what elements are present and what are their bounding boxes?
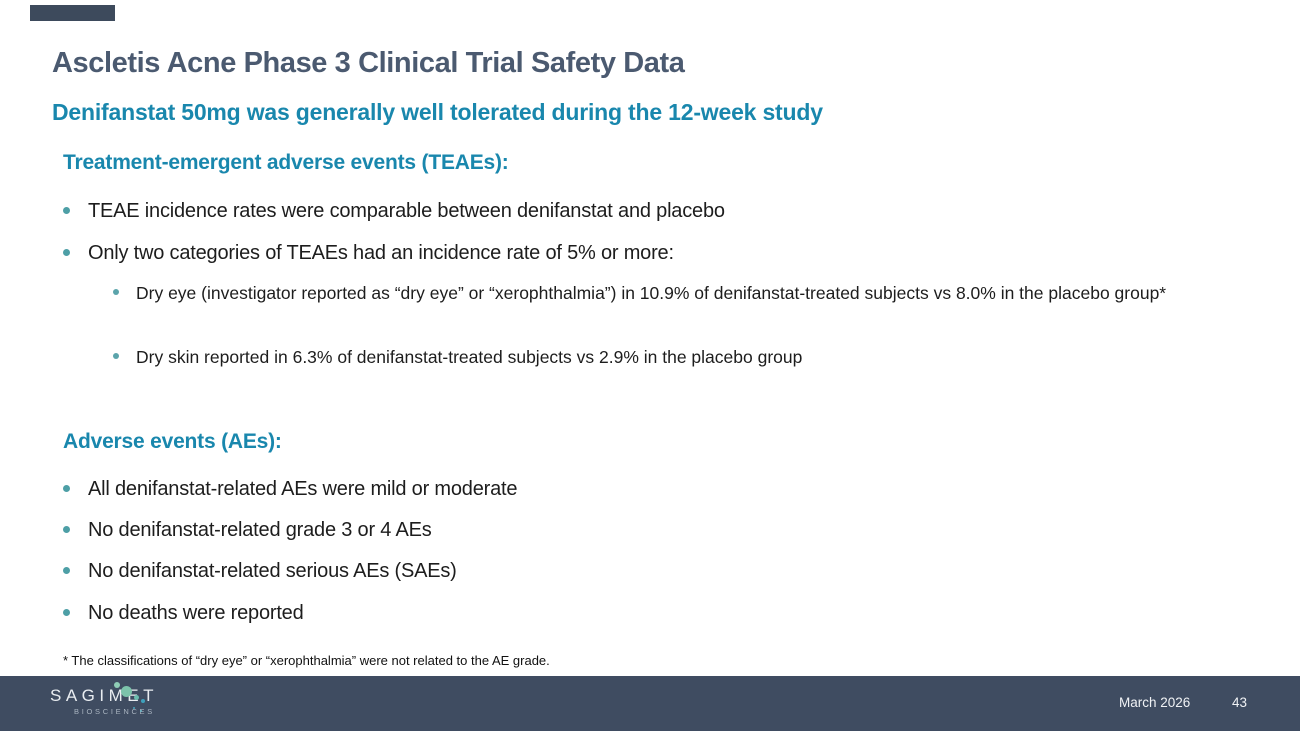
section-heading-ae: Adverse events (AEs): [63,430,282,453]
bullet-text: No denifanstat-related grade 3 or 4 AEs [88,519,432,541]
bullet-text: Only two categories of TEAEs had an inci… [88,242,674,264]
bullet-item: All denifanstat-related AEs were mild or… [63,476,518,502]
logo-wordmark: SAGIMET [50,686,159,705]
slide-subtitle: Denifanstat 50mg was generally well tole… [52,99,823,125]
footnote: * The classifications of “dry eye” or “x… [63,653,550,668]
bullet-text: All denifanstat-related AEs were mild or… [88,478,518,500]
bullet-text: No deaths were reported [88,602,304,624]
bullet-item: No denifanstat-related grade 3 or 4 AEs [63,517,432,543]
bullet-dot-icon [113,289,119,295]
section-heading-teae: Treatment-emergent adverse events (TEAEs… [63,151,509,174]
footer-bar: SAGIMET BIOSCIENCES March 2026 43 [0,676,1300,731]
logo-dot-icon [114,682,120,688]
footer-page-number: 43 [1232,695,1248,710]
logo-dot-icon [141,699,145,703]
logo-dot-icon [121,686,132,697]
bullet-item: No denifanstat-related serious AEs (SAEs… [63,558,457,584]
bullet-item: TEAE incidence rates were comparable bet… [63,198,725,224]
slide-title: Ascletis Acne Phase 3 Clinical Trial Saf… [52,47,685,79]
bullet-dot-icon [63,207,70,214]
slide-accent-bar [30,5,115,21]
bullet-dot-icon [63,609,70,616]
bullet-text: TEAE incidence rates were comparable bet… [88,200,725,222]
sub-bullet-item: Dry skin reported in 6.3% of denifanstat… [113,344,802,370]
bullet-dot-icon [113,353,119,359]
logo-dot-icon [133,707,135,709]
sub-bullet-item: Dry eye (investigator reported as “dry e… [113,280,1226,306]
bullet-dot-icon [63,249,70,256]
bullet-dot-icon [63,567,70,574]
logo-tagline: BIOSCIENCES [74,707,155,716]
sub-bullet-text: Dry skin reported in 6.3% of denifanstat… [136,347,803,367]
bullet-text: No denifanstat-related serious AEs (SAEs… [88,560,457,582]
sub-bullet-text: Dry eye (investigator reported as “dry e… [136,283,1167,303]
logo-dot-icon [134,695,139,700]
bullet-item: Only two categories of TEAEs had an inci… [63,240,674,266]
bullet-dot-icon [63,526,70,533]
footer-date: March 2026 [1119,695,1191,710]
bullet-item: No deaths were reported [63,600,304,626]
bullet-dot-icon [63,485,70,492]
logo-dot-icon [140,710,142,712]
